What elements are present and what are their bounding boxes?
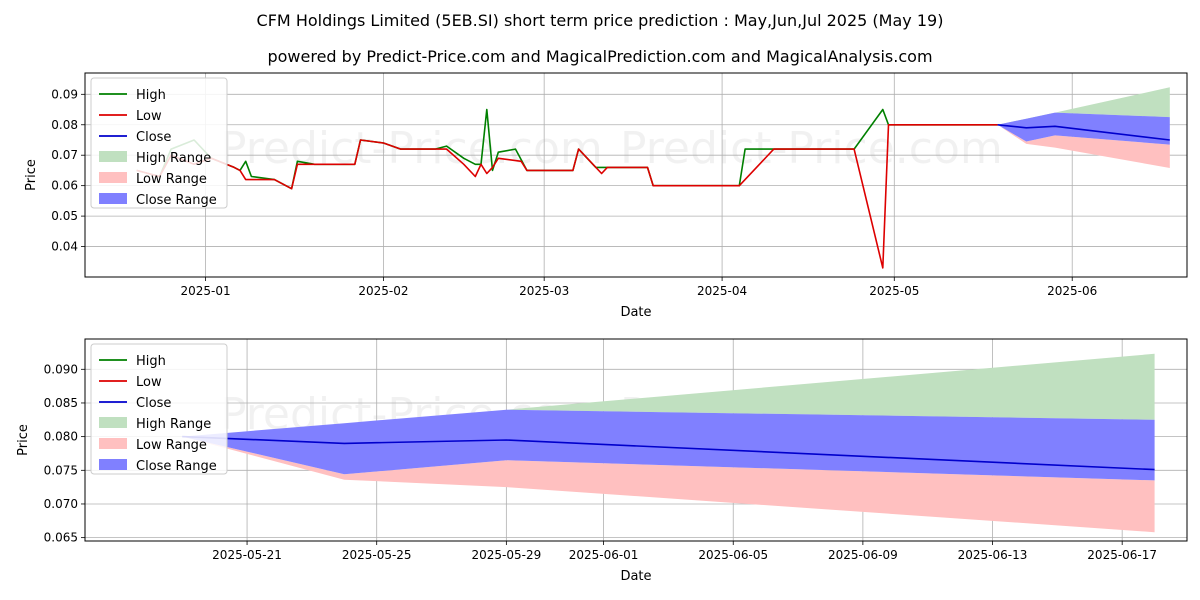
high-range-legend-swatch (99, 151, 127, 162)
low-series-line (136, 124, 998, 269)
legend: High Low Close High Range Low Range Close Ran… (90, 77, 228, 209)
x-tick-label: 2025-05-25 (342, 548, 412, 562)
x-tick-label: 2025-06-05 (698, 548, 768, 562)
y-tick-label: 0.05 (51, 209, 78, 223)
low-range-band (182, 436, 1155, 533)
axes-frame (84, 72, 1188, 278)
close-series-line (182, 435, 1155, 471)
high-range-band (182, 353, 1155, 437)
close-range-legend-swatch (99, 193, 127, 204)
y-tick-label: 0.070 (44, 497, 78, 511)
y-tick-label: 0.090 (44, 362, 78, 376)
y-tick-label: 0.04 (51, 240, 78, 254)
y-axis-label: Price (16, 424, 31, 456)
legend-label: Close Range (136, 193, 217, 208)
legend-label: Low (136, 375, 162, 390)
low-range-legend-swatch (99, 438, 127, 449)
y-axis-label: Price (24, 159, 39, 191)
x-tick-label: 2025-05 (869, 284, 919, 298)
x-tick-label: 2025-05-29 (471, 548, 541, 562)
legend-label: High (136, 88, 166, 103)
x-tick-label: 2025-06-13 (958, 548, 1028, 562)
legend-label: High Range (136, 151, 211, 166)
y-tick-label: 0.08 (51, 118, 78, 132)
plot-area (182, 353, 1155, 533)
y-tick-label: 0.080 (44, 430, 78, 444)
legend-label: Low Range (136, 172, 207, 187)
legend-label: High Range (136, 417, 211, 432)
bottom-prediction-panel: Predict-Price.comPredict-Price.com0.0650… (16, 338, 1188, 584)
close-range-band (997, 112, 1170, 145)
y-tick-label: 0.09 (51, 87, 78, 101)
x-axis-label: Date (620, 569, 651, 584)
close-range-legend-swatch (99, 459, 127, 470)
x-tick-label: 2025-05-21 (212, 548, 282, 562)
axes-frame (84, 338, 1188, 542)
x-tick-label: 2025-01 (180, 284, 230, 298)
x-tick-label: 2025-02 (358, 284, 408, 298)
chart-title: CFM Holdings Limited (5EB.SI) short term… (257, 11, 944, 30)
chart-subtitle: powered by Predict-Price.com and Magical… (267, 47, 932, 66)
high-range-legend-swatch (99, 417, 127, 428)
low-range-legend-swatch (99, 172, 127, 183)
x-tick-label: 2025-06-09 (828, 548, 898, 562)
legend-label: Close (136, 396, 171, 411)
close-series-line (997, 124, 1170, 141)
x-axis-label: Date (620, 305, 651, 320)
y-tick-label: 0.085 (44, 396, 78, 410)
y-tick-label: 0.065 (44, 531, 78, 545)
top-price-panel: Predict-Price.com Predict-Price.com0.040.… (24, 72, 1188, 320)
legend-label: High (136, 354, 166, 369)
plot-area (136, 87, 1170, 269)
y-tick-label: 0.075 (44, 463, 78, 477)
high-range-band (997, 87, 1170, 125)
y-tick-label: 0.06 (51, 179, 78, 193)
legend-label: Low Range (136, 438, 207, 453)
legend-label: Close (136, 130, 171, 145)
legend-label: Low (136, 109, 162, 124)
x-tick-label: 2025-06-01 (569, 548, 639, 562)
low-range-band (997, 124, 1170, 168)
y-tick-label: 0.07 (51, 148, 78, 162)
x-tick-label: 2025-03 (519, 284, 569, 298)
x-tick-label: 2025-06-17 (1087, 548, 1157, 562)
close-range-band (182, 409, 1155, 481)
x-tick-label: 2025-06 (1047, 284, 1097, 298)
x-tick-label: 2025-04 (697, 284, 747, 298)
legend-label: Close Range (136, 459, 217, 474)
legend: High Low Close High Range Low Range Close Ran… (90, 343, 228, 475)
